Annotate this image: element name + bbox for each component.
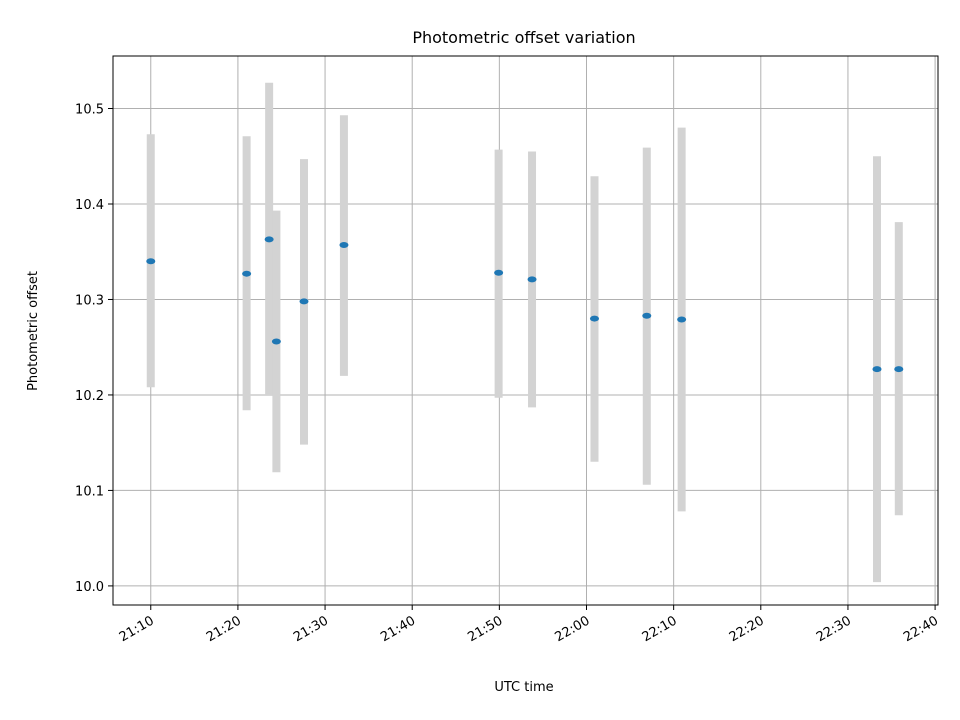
data-points	[146, 236, 904, 373]
x-axis-label: UTC time	[494, 680, 553, 695]
data-point	[146, 258, 156, 265]
y-tick-label: 10.2	[75, 389, 104, 404]
y-tick-label: 10.3	[75, 293, 104, 308]
data-point	[894, 366, 904, 373]
plot-area-frame	[112, 55, 939, 606]
y-tick-label: 10.1	[75, 484, 104, 499]
y-axis: 10.0 10.1 10.2 10.3 10.4 10.5	[75, 103, 113, 595]
chart-title: Photometric offset variation	[412, 28, 635, 47]
data-point	[589, 315, 599, 322]
data-point	[339, 242, 349, 249]
data-point	[872, 366, 882, 373]
data-point	[494, 269, 504, 276]
data-point	[242, 270, 252, 277]
data-point	[271, 338, 281, 345]
y-tick-label: 10.4	[75, 198, 104, 213]
data-point	[527, 276, 537, 283]
data-point	[677, 316, 687, 323]
y-tick-label: 10.0	[75, 580, 104, 595]
data-point	[299, 298, 309, 305]
y-axis-label: Photometric offset	[26, 271, 41, 391]
data-point	[642, 312, 652, 319]
data-point	[264, 236, 274, 243]
y-tick-label: 10.5	[75, 103, 104, 118]
